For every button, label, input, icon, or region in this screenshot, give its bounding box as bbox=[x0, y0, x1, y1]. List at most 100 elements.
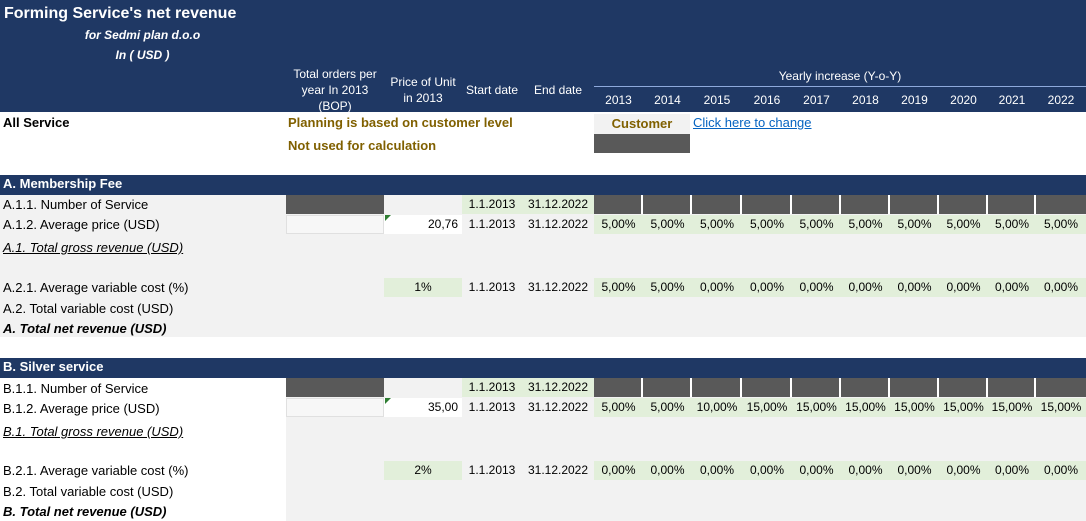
end-date-a21[interactable]: 31.12.2022 bbox=[527, 280, 589, 294]
customer-selector[interactable]: Customer bbox=[594, 114, 690, 134]
rate-a21-2022[interactable]: 0,00% bbox=[1036, 278, 1086, 297]
rate-b12-2015[interactable]: 10,00% bbox=[692, 398, 742, 417]
rate-b21-2015[interactable]: 0,00% bbox=[692, 461, 742, 480]
year-2013: 2013 bbox=[605, 93, 632, 107]
end-date-b11[interactable]: 31.12.2022 bbox=[522, 378, 594, 397]
rate-b12-2021[interactable]: 15,00% bbox=[988, 398, 1036, 417]
rate-b21-2020[interactable]: 0,00% bbox=[939, 461, 988, 480]
row-label-a21: A.2.1. Average variable cost (%) bbox=[3, 280, 189, 295]
start-date-a21[interactable]: 1.1.2013 bbox=[468, 280, 516, 294]
rate-b12-2018[interactable]: 15,00% bbox=[841, 398, 890, 417]
locked-year-cell bbox=[692, 195, 742, 214]
col-header-end: End date bbox=[533, 83, 583, 97]
col-header-orders: Total orders per year In 2013 (BOP) bbox=[293, 67, 377, 113]
comment-indicator bbox=[385, 215, 391, 221]
locked-year-cell bbox=[1036, 195, 1086, 214]
col-header-price: Price of Unit in 2013 bbox=[390, 75, 456, 105]
year-2019: 2019 bbox=[901, 93, 928, 107]
rate-a21-2021[interactable]: 0,00% bbox=[988, 278, 1036, 297]
price-b12[interactable]: 35,00 bbox=[384, 398, 462, 417]
locked-year-cell bbox=[890, 378, 939, 397]
locked-year-cell bbox=[939, 378, 988, 397]
rate-b21-2021[interactable]: 0,00% bbox=[988, 461, 1036, 480]
locked-year-cell bbox=[841, 195, 890, 214]
gross-revenue-b: B.1. Total gross revenue (USD) bbox=[3, 424, 184, 439]
rate-a21-2016[interactable]: 0,00% bbox=[742, 278, 792, 297]
rate-b12-2019[interactable]: 15,00% bbox=[890, 398, 939, 417]
row-label-a12: A.1.2. Average price (USD) bbox=[3, 217, 160, 232]
rate-b21-2018[interactable]: 0,00% bbox=[841, 461, 890, 480]
locked-orders-b11 bbox=[286, 378, 384, 397]
locked-year-cell bbox=[1036, 378, 1086, 397]
end-date-b21[interactable]: 31.12.2022 bbox=[527, 463, 589, 477]
rate-b12-2017[interactable]: 15,00% bbox=[792, 398, 841, 417]
rate-b21-2016[interactable]: 0,00% bbox=[742, 461, 792, 480]
rate-a12-2019[interactable]: 5,00% bbox=[890, 215, 939, 234]
rate-b21-2013[interactable]: 0,00% bbox=[594, 461, 643, 480]
gross-revenue-a: A.1. Total gross revenue (USD) bbox=[3, 240, 184, 255]
start-date-b12[interactable]: 1.1.2013 bbox=[468, 400, 516, 414]
start-date-b21[interactable]: 1.1.2013 bbox=[468, 463, 516, 477]
not-used-note: Not used for calculation bbox=[288, 138, 437, 153]
start-date-a12[interactable]: 1.1.2013 bbox=[468, 217, 516, 231]
var-cost-b21[interactable]: 2% bbox=[384, 461, 462, 480]
col-header-start: Start date bbox=[465, 83, 519, 97]
year-2018: 2018 bbox=[852, 93, 879, 107]
rate-b21-2014[interactable]: 0,00% bbox=[643, 461, 692, 480]
orders-b12[interactable] bbox=[286, 398, 384, 417]
rate-a12-2017[interactable]: 5,00% bbox=[792, 215, 841, 234]
locked-year-cell bbox=[594, 378, 643, 397]
end-date-a11[interactable]: 31.12.2022 bbox=[522, 195, 594, 214]
locked-year-cell bbox=[939, 195, 988, 214]
price-a12[interactable]: 20,76 bbox=[384, 215, 462, 234]
var-cost-a21[interactable]: 1% bbox=[384, 278, 462, 297]
header-divider bbox=[594, 86, 1086, 87]
locked-year-cell bbox=[643, 378, 692, 397]
start-date-a11[interactable]: 1.1.2013 bbox=[462, 195, 522, 214]
rate-a12-2015[interactable]: 5,00% bbox=[692, 215, 742, 234]
start-date-b11[interactable]: 1.1.2013 bbox=[462, 378, 522, 397]
page-title: Forming Service's net revenue bbox=[4, 5, 237, 22]
rate-a21-2014[interactable]: 5,00% bbox=[643, 278, 692, 297]
locked-year-cell bbox=[643, 195, 692, 214]
rate-b21-2019[interactable]: 0,00% bbox=[890, 461, 939, 480]
locked-year-cell bbox=[742, 378, 792, 397]
rate-a12-2018[interactable]: 5,00% bbox=[841, 215, 890, 234]
rate-b12-2020[interactable]: 15,00% bbox=[939, 398, 988, 417]
rate-b21-2017[interactable]: 0,00% bbox=[792, 461, 841, 480]
rate-b21-2022[interactable]: 0,00% bbox=[1036, 461, 1086, 480]
rate-a21-2017[interactable]: 0,00% bbox=[792, 278, 841, 297]
rate-a21-2018[interactable]: 0,00% bbox=[841, 278, 890, 297]
rate-a12-2020[interactable]: 5,00% bbox=[939, 215, 988, 234]
rate-a12-2021[interactable]: 5,00% bbox=[988, 215, 1036, 234]
locked-year-cell bbox=[742, 195, 792, 214]
total-variable-cost-b: B.2. Total variable cost (USD) bbox=[3, 484, 174, 499]
rate-a21-2015[interactable]: 0,00% bbox=[692, 278, 742, 297]
rate-a21-2013[interactable]: 5,00% bbox=[594, 278, 643, 297]
customer-selector-value: Customer bbox=[611, 116, 673, 131]
rate-a21-2019[interactable]: 0,00% bbox=[890, 278, 939, 297]
rate-a12-2022[interactable]: 5,00% bbox=[1036, 215, 1086, 234]
section-a-header: A. Membership Fee bbox=[0, 175, 1086, 195]
rate-b12-2013[interactable]: 5,00% bbox=[594, 398, 643, 417]
change-planning-link[interactable]: Click here to change bbox=[693, 115, 812, 130]
year-2022: 2022 bbox=[1047, 93, 1075, 107]
locked-year-cell bbox=[890, 195, 939, 214]
year-2014: 2014 bbox=[654, 93, 681, 107]
end-date-b12[interactable]: 31.12.2022 bbox=[527, 400, 589, 414]
rate-a12-2013[interactable]: 5,00% bbox=[594, 215, 643, 234]
comment-indicator bbox=[385, 398, 391, 404]
total-variable-cost-a: A.2. Total variable cost (USD) bbox=[3, 301, 174, 316]
orders-a12[interactable] bbox=[286, 215, 384, 234]
locked-year-cell bbox=[988, 195, 1036, 214]
section-b-header: B. Silver service bbox=[0, 358, 1086, 378]
rate-a12-2014[interactable]: 5,00% bbox=[643, 215, 692, 234]
locked-orders-a11 bbox=[286, 195, 384, 214]
rate-b12-2014[interactable]: 5,00% bbox=[643, 398, 692, 417]
rate-a12-2016[interactable]: 5,00% bbox=[742, 215, 792, 234]
rate-b12-2016[interactable]: 15,00% bbox=[742, 398, 792, 417]
rate-b12-2022[interactable]: 15,00% bbox=[1036, 398, 1086, 417]
rate-a21-2020[interactable]: 0,00% bbox=[939, 278, 988, 297]
all-service-label: All Service bbox=[3, 115, 70, 130]
end-date-a12[interactable]: 31.12.2022 bbox=[527, 217, 589, 231]
